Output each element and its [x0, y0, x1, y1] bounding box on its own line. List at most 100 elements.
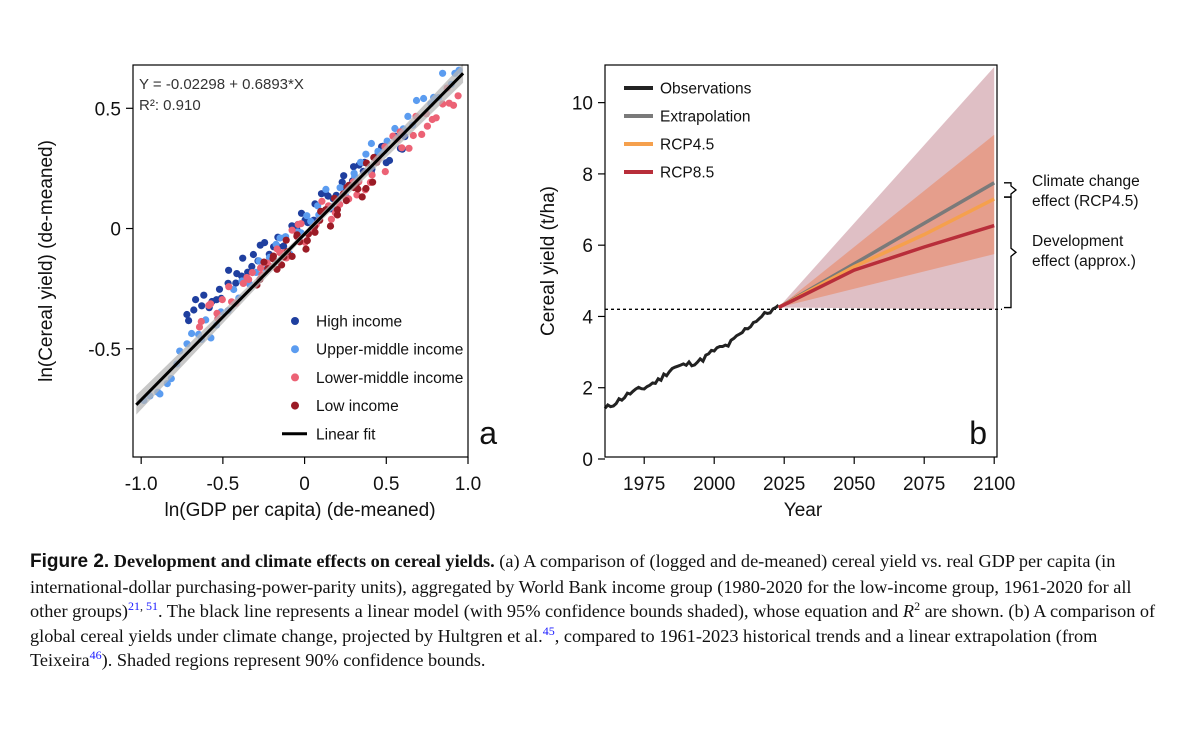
citation-link[interactable]: 46 — [89, 647, 102, 662]
panel-b-x-axis-label: Year — [784, 500, 823, 521]
x-tick-label: 2075 — [903, 474, 945, 495]
scatter-point — [326, 222, 335, 230]
scatter-point — [439, 69, 447, 77]
scatter-point — [381, 168, 389, 176]
scatter-point — [288, 226, 296, 234]
scatter-point — [412, 96, 421, 105]
scatter-point — [198, 302, 206, 310]
scatter-point — [197, 317, 205, 326]
x-tick-label: 0.5 — [373, 474, 399, 495]
legend-marker — [291, 401, 299, 410]
x-tick-label: 1.0 — [455, 474, 481, 495]
observations-line — [603, 303, 780, 410]
x-tick-label: 2100 — [973, 474, 1015, 495]
scatter-point — [280, 242, 288, 250]
scatter-point — [432, 114, 440, 122]
scatter-point — [303, 212, 311, 220]
scatter-point — [303, 237, 311, 245]
x-tick-label: 0 — [299, 474, 310, 495]
annotation-brace — [1004, 182, 1018, 198]
x-tick-label: -0.5 — [207, 474, 240, 495]
scatter-point — [282, 236, 290, 244]
x-tick-label: 2050 — [833, 474, 875, 495]
panel-b-y-axis-label: Cereal yield (t/ha) — [538, 186, 559, 336]
scatter-point — [322, 185, 330, 193]
x-tick-label: 2000 — [693, 474, 735, 495]
y-tick-label: 2 — [582, 379, 593, 400]
scatter-point — [185, 317, 193, 325]
scatter-point — [449, 101, 458, 109]
fit-equation: Y = -0.02298 + 0.6893*X — [139, 76, 304, 93]
legend-marker — [291, 317, 299, 325]
annotation-label: effect (approx.) — [1032, 253, 1136, 270]
scatter-point — [318, 197, 326, 205]
legend-label: High income — [316, 314, 402, 331]
scatter-point — [357, 158, 365, 166]
scatter-point — [245, 275, 253, 284]
scatter-point — [276, 234, 284, 242]
annotation-label: Development — [1032, 233, 1124, 250]
scatter-point — [405, 144, 413, 152]
caption-text: (a) A comparison of (logged and de-meane… — [30, 551, 1132, 621]
panel-a-axes: -1.0 -0.5 0 0.5 1.0 -0.5 0 0.5 — [88, 99, 481, 495]
scatter-point — [190, 306, 198, 314]
scatter-point — [225, 283, 233, 291]
scatter-point — [200, 291, 208, 299]
legend-label: Extrapolation — [660, 109, 750, 126]
scatter-point — [297, 220, 305, 228]
scatter-point — [248, 269, 256, 277]
scatter-point — [302, 245, 310, 253]
legend-label: Linear fit — [316, 426, 376, 443]
y-tick-label: 4 — [582, 307, 593, 328]
annotation-label: effect (RCP4.5) — [1032, 193, 1139, 210]
scatter-point — [261, 239, 269, 247]
scatter-point — [362, 150, 370, 158]
r-superscript: 2 — [914, 598, 921, 613]
panel-a-scatter: -1.0 -0.5 0 0.5 1.0 -0.5 0 0.5 Y = -0.02298 + 0… — [36, 63, 497, 521]
panel-a-label: a — [479, 415, 497, 451]
scatter-point — [362, 184, 370, 193]
citation-link[interactable]: 45 — [542, 623, 555, 638]
panel-a-frame — [132, 64, 469, 458]
y-tick-label: 0 — [110, 220, 121, 241]
scatter-point — [369, 178, 377, 186]
caption-text: ). Shaded regions represent 90% confiden… — [101, 650, 486, 670]
linear-fit-line — [135, 72, 465, 406]
scatter-point — [156, 390, 164, 398]
panel-b-label: b — [969, 415, 987, 451]
caption-text: . The black line represents a linear mod… — [158, 601, 903, 621]
legend-label: RCP4.5 — [660, 137, 714, 154]
scatter-point — [249, 250, 257, 259]
caption-text: , compared to 1961-2023 historical trend… — [30, 625, 1098, 671]
y-tick-label: 8 — [582, 165, 593, 186]
citation-link[interactable]: 51 — [146, 598, 158, 613]
scatter-point — [420, 94, 428, 103]
scatter-point — [293, 231, 301, 239]
scatter-point — [269, 252, 277, 260]
figure-2: -1.0 -0.5 0 0.5 1.0 -0.5 0 0.5 Y = -0.02298 + 0… — [36, 63, 1140, 521]
scatter-point — [398, 144, 406, 152]
scatter-point — [218, 296, 226, 304]
scatter-point — [350, 163, 358, 171]
figure-number: Figure 2. — [30, 551, 110, 572]
legend-label: Observations — [660, 81, 752, 98]
legend-label: Upper-middle income — [316, 342, 463, 359]
scatter-point — [423, 122, 431, 130]
scatter-point — [327, 215, 335, 223]
citation-link[interactable]: 21 — [128, 598, 140, 613]
scatter-point — [192, 296, 200, 304]
y-tick-label: 0.5 — [95, 99, 121, 120]
scatter-point — [260, 258, 268, 266]
scatter-point — [215, 285, 224, 293]
scatter-point — [340, 172, 348, 180]
panel-a-x-axis-label: ln(GDP per capita) (de-meaned) — [164, 500, 435, 521]
fit-r-squared: R²: 0.910 — [139, 97, 201, 114]
scatter-point — [188, 329, 196, 338]
scatter-point — [418, 130, 426, 138]
caption-text: are shown. (b) A comparison of global ce… — [30, 601, 1156, 646]
legend-label: RCP8.5 — [660, 165, 714, 182]
panel-a-legend: High income Upper-middle income Lower-midd… — [282, 314, 463, 443]
scatter-point — [333, 211, 341, 219]
x-tick-label: 2025 — [763, 474, 805, 495]
scatter-point — [368, 171, 376, 179]
